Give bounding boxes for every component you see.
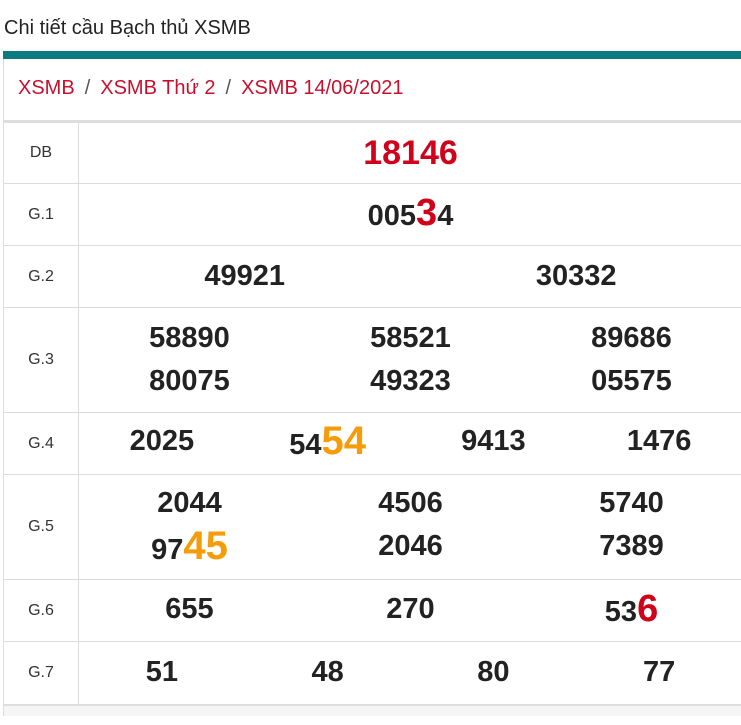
row-g2: G.2 49921 30332 xyxy=(4,245,741,308)
prize-number: 7389 xyxy=(599,530,664,562)
prize-number: 2044 xyxy=(157,487,222,519)
prize-number: 05575 xyxy=(591,365,672,397)
prize-number: 1476 xyxy=(626,425,692,457)
row-g7: G.7 51 48 80 77 xyxy=(4,641,741,704)
prize-number: 655 xyxy=(165,592,214,625)
prize-number: 89686 xyxy=(591,322,672,354)
prize-number: 58890 xyxy=(149,322,230,354)
prize-number: 2025 xyxy=(129,425,195,457)
prize-number: 30332 xyxy=(535,260,617,292)
prize-number: 9745 xyxy=(151,524,228,568)
prize-number: 48 xyxy=(311,656,344,689)
prize-number: 80 xyxy=(477,656,510,689)
breadcrumb-xsmb-thu2[interactable]: XSMB Thứ 2 xyxy=(100,77,216,99)
prize-label: G.3 xyxy=(4,307,79,413)
prize-number: 270 xyxy=(386,592,435,625)
breadcrumb-xsmb[interactable]: XSMB xyxy=(18,77,75,99)
prize-number: 4506 xyxy=(378,487,443,519)
breadcrumb-separator: / xyxy=(225,77,232,99)
special-prize: 18146 xyxy=(78,120,741,184)
table-footer xyxy=(4,703,741,716)
prize-number: 80075 xyxy=(149,365,230,397)
breadcrumb-separator: / xyxy=(84,77,91,99)
results-panel: XSMB / XSMB Thứ 2 / XSMB 14/06/2021 DB 18146… xyxy=(3,59,741,716)
prize-number: 00534 xyxy=(367,191,454,234)
breadcrumb-date[interactable]: XSMB 14/06/2021 xyxy=(241,77,404,99)
row-db: DB 18146 xyxy=(4,120,741,184)
prize-label: G.7 xyxy=(4,641,79,704)
results-table: DB 18146 G.1 00534 G.2 49921 30332 G.3 58… xyxy=(4,120,741,704)
prize-label: G.2 xyxy=(4,245,79,308)
prize-number: 77 xyxy=(642,656,676,689)
prize-number: 51 xyxy=(145,656,178,689)
prize-label: G.5 xyxy=(4,474,79,580)
prize-number: 536 xyxy=(604,587,659,630)
row-g4: G.4 2025 5454 9413 1476 xyxy=(4,412,741,475)
prize-number: 5740 xyxy=(599,487,664,519)
prize-number: 49921 xyxy=(204,260,286,292)
row-g3: G.3 58890 58521 89686 80075 49323 05575 xyxy=(4,307,741,413)
row-g6: G.6 655 270 536 xyxy=(4,579,741,642)
prize-number: 2046 xyxy=(378,530,443,562)
accent-bar xyxy=(3,51,741,59)
prize-label: G.1 xyxy=(4,183,79,246)
row-g1: G.1 00534 xyxy=(4,183,741,246)
page-title: Chi tiết cầu Bạch thủ XSMB xyxy=(4,17,251,39)
prize-label: G.4 xyxy=(4,412,79,475)
prize-label: DB xyxy=(4,120,79,184)
prize-number: 5454 xyxy=(289,419,366,463)
prize-number: 58521 xyxy=(370,322,451,354)
row-g5: G.5 2044 4506 5740 9745 2046 7389 xyxy=(4,474,741,580)
prize-label: G.6 xyxy=(4,579,79,642)
prize-number: 49323 xyxy=(370,365,451,397)
breadcrumb: XSMB / XSMB Thứ 2 / XSMB 14/06/2021 xyxy=(4,59,741,120)
prize-number: 9413 xyxy=(461,425,526,457)
